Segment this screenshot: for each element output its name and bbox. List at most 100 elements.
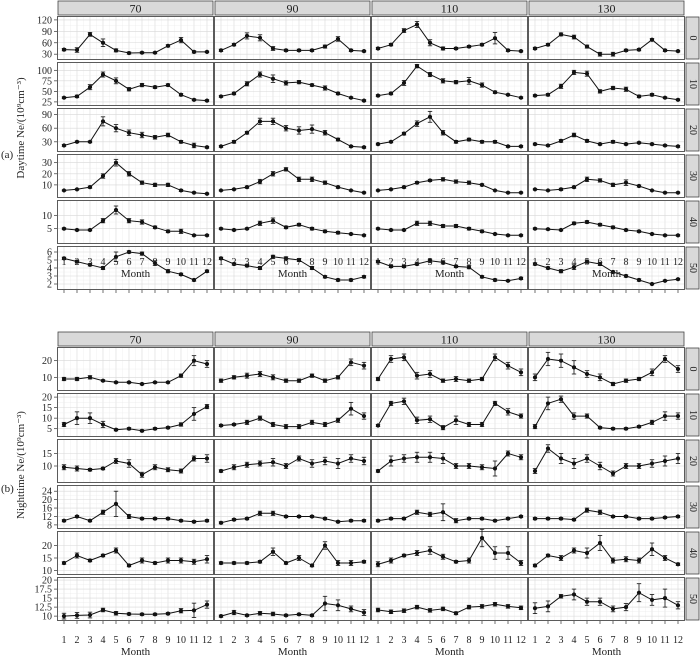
facet-row-label: 40 [687, 217, 698, 227]
data-point [505, 190, 511, 195]
data-point [113, 548, 119, 553]
data-point [505, 451, 511, 456]
data-point [401, 553, 407, 558]
data-point [283, 514, 289, 519]
facet-panel [371, 108, 528, 152]
data-point [401, 399, 407, 404]
data-point [518, 49, 524, 54]
data-point [440, 78, 446, 83]
data-point [322, 543, 328, 548]
data-point [649, 420, 655, 425]
data-point [401, 185, 407, 190]
data-point [257, 35, 263, 40]
x-tick-label: 2 [232, 257, 237, 268]
data-point [545, 553, 551, 558]
series-line [377, 356, 522, 382]
data-point [662, 413, 668, 419]
data-point [675, 456, 681, 461]
data-point [322, 378, 328, 383]
data-point [532, 93, 538, 98]
data-point [505, 363, 511, 368]
data-point [453, 418, 459, 423]
y-tick-label: 3 [47, 272, 52, 283]
data-point [375, 93, 381, 98]
data-point [610, 182, 616, 187]
data-point [597, 52, 603, 57]
data-point [623, 557, 629, 562]
data-point [204, 518, 210, 523]
data-point [636, 463, 642, 469]
data-point [270, 119, 276, 124]
series-line [377, 65, 522, 99]
data-point [505, 278, 511, 283]
data-point [283, 167, 289, 172]
facet-panel [214, 108, 371, 152]
data-point [100, 265, 106, 271]
data-point [375, 607, 381, 613]
data-point [532, 46, 538, 51]
data-point [335, 418, 341, 423]
data-point [649, 231, 655, 237]
data-point [662, 356, 668, 362]
facet-strip-bg [685, 16, 700, 60]
facet-panel [57, 62, 214, 106]
data-point [87, 467, 93, 472]
data-point [152, 182, 158, 187]
x-tick-label: 4 [572, 257, 577, 268]
x-tick-label: 7 [611, 257, 616, 268]
panel-tag: (a) [1, 149, 14, 161]
data-point [296, 222, 302, 227]
data-point [231, 227, 237, 233]
facet-panel [528, 393, 685, 437]
data-point [440, 510, 446, 515]
data-point [662, 143, 668, 148]
data-point [113, 458, 119, 464]
data-point [662, 233, 668, 238]
facet-strip-bg [371, 331, 528, 347]
data-point [257, 119, 263, 124]
data-point [675, 366, 681, 372]
data-point [61, 95, 67, 100]
x-tick-label: 6 [441, 635, 446, 646]
data-point [375, 562, 381, 567]
data-point [348, 606, 354, 612]
data-point [74, 466, 80, 471]
data-point [361, 610, 367, 615]
data-point [505, 604, 511, 609]
data-point [375, 188, 381, 193]
data-point [87, 518, 93, 523]
facet-panel [528, 62, 685, 106]
data-point [597, 425, 603, 430]
data-point [558, 358, 564, 363]
data-point [558, 397, 564, 402]
series-line [534, 71, 679, 101]
data-point [139, 251, 145, 256]
data-point [113, 126, 119, 131]
data-point [558, 187, 564, 192]
data-point [335, 36, 341, 42]
series-line [63, 209, 207, 236]
data-point [178, 422, 184, 427]
data-point [348, 48, 354, 53]
data-point [309, 82, 315, 88]
x-tick-label: 10 [647, 257, 657, 268]
data-point [375, 468, 381, 474]
data-point [675, 97, 681, 102]
data-point [492, 401, 498, 406]
data-point [61, 614, 67, 619]
data-point [518, 233, 524, 238]
x-tick-label: 6 [598, 257, 603, 268]
data-point [296, 378, 302, 383]
facet-panel [214, 16, 371, 60]
data-point [440, 130, 446, 135]
data-point [479, 139, 485, 144]
data-point [466, 180, 472, 185]
data-point [126, 611, 132, 617]
facet-panel [214, 393, 371, 437]
y-tick-label: 4 [47, 264, 52, 275]
data-point [204, 49, 210, 55]
series-line [63, 120, 208, 148]
data-point [453, 611, 459, 616]
data-point [165, 558, 171, 563]
facet-panel [528, 154, 685, 198]
